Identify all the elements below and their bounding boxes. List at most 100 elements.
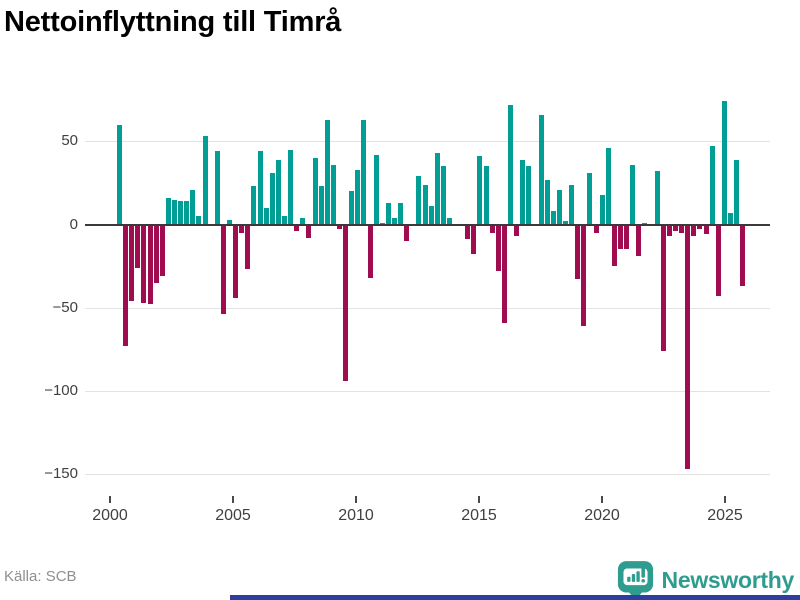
- bar: [508, 104, 514, 225]
- bar: [165, 197, 171, 225]
- newsworthy-icon: [617, 560, 654, 600]
- source-label: Källa: SCB: [4, 568, 77, 585]
- bar: [245, 224, 251, 270]
- x-axis-label: 2015: [461, 507, 497, 524]
- bar: [489, 224, 495, 233]
- bar: [434, 152, 440, 225]
- bar: [404, 224, 410, 242]
- bar: [416, 176, 422, 225]
- bar: [275, 159, 281, 225]
- bar: [679, 224, 685, 233]
- bar: [428, 206, 434, 225]
- bar: [159, 224, 165, 277]
- bar: [214, 151, 220, 225]
- bar: [233, 224, 239, 298]
- bar: [599, 194, 605, 225]
- bar: [556, 189, 562, 225]
- bar: [220, 224, 226, 315]
- bar: [343, 224, 349, 381]
- bar: [563, 221, 569, 225]
- gridline: [85, 390, 770, 392]
- bar: [526, 166, 532, 225]
- bar: [697, 224, 703, 230]
- bar: [544, 179, 550, 225]
- bar: [361, 119, 367, 225]
- bar: [306, 224, 312, 238]
- bar: [440, 166, 446, 225]
- y-axis-label: −50: [52, 298, 78, 316]
- bar: [257, 151, 263, 225]
- bar: [263, 207, 269, 225]
- bar: [501, 224, 507, 323]
- bar: [373, 154, 379, 225]
- x-tick: [355, 496, 357, 503]
- bar: [355, 169, 361, 225]
- bar: [324, 119, 330, 225]
- bar: [336, 224, 342, 230]
- bar: [153, 224, 159, 283]
- x-axis-label: 2000: [92, 507, 128, 524]
- bar: [618, 224, 624, 250]
- bar: [129, 224, 135, 301]
- bar: [147, 224, 153, 305]
- x-tick: [724, 496, 726, 503]
- bar: [520, 159, 526, 225]
- newsworthy-wordmark: Newsworthy: [661, 567, 795, 593]
- bar: [654, 171, 660, 225]
- bar: [465, 224, 471, 240]
- bar: [581, 224, 587, 326]
- zero-axis-line: [85, 223, 770, 226]
- bar: [312, 157, 318, 225]
- x-axis-label: 2010: [338, 507, 374, 524]
- bar: [703, 224, 709, 235]
- x-tick: [109, 496, 111, 503]
- bar: [538, 114, 544, 225]
- x-tick: [478, 496, 480, 503]
- newsworthy-logo[interactable]: Newsworthy: [617, 560, 794, 600]
- bar: [575, 224, 581, 280]
- bar: [709, 146, 715, 225]
- bar: [673, 224, 678, 232]
- bar: [251, 186, 257, 225]
- bar: [239, 224, 245, 233]
- bar: [123, 224, 129, 346]
- bar: [660, 224, 666, 351]
- gridline: [85, 307, 770, 309]
- bar: [569, 184, 575, 225]
- x-axis-label: 2025: [707, 507, 743, 524]
- bottom-accent-bar: [230, 595, 800, 600]
- bar: [587, 172, 593, 225]
- bar: [330, 164, 336, 225]
- x-axis-label: 2020: [584, 507, 620, 524]
- bar: [196, 216, 202, 225]
- gridline: [85, 473, 770, 475]
- bar: [385, 202, 391, 225]
- bar: [624, 224, 630, 250]
- x-tick: [232, 496, 234, 503]
- bar: [349, 191, 355, 225]
- bar: [294, 224, 300, 232]
- bar: [135, 224, 141, 268]
- bar: [318, 186, 324, 225]
- bar: [728, 212, 733, 225]
- bar: [141, 224, 147, 303]
- bar: [178, 201, 184, 225]
- bar: [483, 166, 489, 225]
- bar: [514, 224, 520, 237]
- bar: [611, 224, 617, 267]
- bar: [721, 101, 727, 225]
- bar: [550, 211, 556, 225]
- bar: [734, 159, 740, 225]
- bar: [391, 217, 397, 225]
- bar: [495, 224, 501, 272]
- y-axis-label: 0: [69, 215, 78, 233]
- bar: [636, 224, 642, 257]
- bar: [691, 224, 697, 237]
- bar: [605, 148, 611, 225]
- y-axis-label: 50: [61, 132, 78, 150]
- bar: [477, 156, 483, 225]
- y-axis-label: −100: [44, 381, 78, 399]
- bar: [685, 224, 691, 469]
